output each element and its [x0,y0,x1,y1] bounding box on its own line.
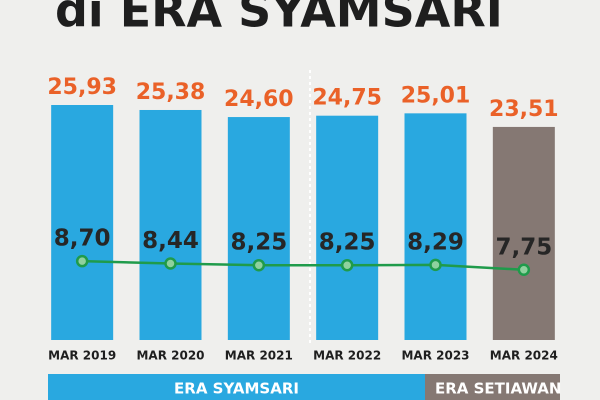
line-point [429,258,442,272]
x-tick-label: MAR 2023 [401,349,469,363]
bar [139,109,202,340]
x-tick-label: MAR 2022 [313,349,381,363]
bar-value-label: 25,38 [136,80,206,105]
era-band [48,374,425,400]
x-tick-label: MAR 2019 [48,349,116,363]
line-point [340,258,354,272]
line-point [252,258,266,272]
line-value-label: 8,25 [319,230,376,256]
line-value-label: 7,75 [495,234,552,260]
line-value-label: 8,44 [142,228,199,254]
line-point [75,254,89,268]
line [82,259,524,272]
bar [51,105,114,340]
line-point [164,257,177,270]
era-band [425,374,560,400]
bar [404,113,467,340]
bar-value-label: 24,60 [224,87,294,112]
line-value-label: 8,70 [54,226,111,252]
bar [492,126,555,340]
x-tick-label: MAR 2024 [490,349,558,363]
bar-value-label: 25,93 [47,75,117,100]
era-band-label: ERA SETIAWAN [435,380,561,398]
bar-value-label: 23,51 [489,97,559,122]
bar [316,115,379,340]
chart-title: di ERA SYAMSARI [55,0,503,38]
line-point [517,263,531,277]
bar-value-label: 25,01 [401,83,471,108]
x-tick-label: MAR 2020 [136,349,204,363]
era-band-label: ERA SYAMSARI [174,380,299,398]
bar [227,117,290,340]
line-value-label: 8,25 [230,230,287,256]
line-value-label: 8,29 [407,229,464,255]
x-tick-label: MAR 2021 [225,349,293,363]
bar-value-label: 24,75 [312,86,382,111]
